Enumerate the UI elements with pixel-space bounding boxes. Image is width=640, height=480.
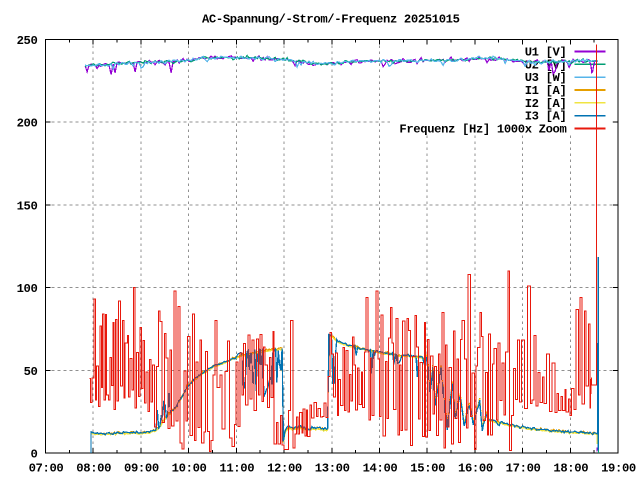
- svg-text:250: 250: [17, 34, 38, 48]
- svg-text:I1 [A]: I1 [A]: [525, 84, 567, 98]
- svg-text:U1 [V]: U1 [V]: [525, 46, 567, 60]
- svg-text:I3 [A]: I3 [A]: [525, 110, 567, 124]
- svg-text:13:00: 13:00: [315, 462, 350, 476]
- svg-text:15:00: 15:00: [410, 462, 445, 476]
- svg-text:08:00: 08:00: [76, 462, 111, 476]
- svg-text:18:00: 18:00: [553, 462, 588, 476]
- svg-text:AC-Spannung/-Strom/-Frequenz 2: AC-Spannung/-Strom/-Frequenz 20251015: [202, 13, 460, 27]
- svg-text:17:00: 17:00: [506, 462, 541, 476]
- svg-text:U3 [W]: U3 [W]: [525, 71, 567, 85]
- svg-text:12:00: 12:00: [267, 462, 302, 476]
- svg-text:Frequenz [Hz] 1000x Zoom: Frequenz [Hz] 1000x Zoom: [399, 123, 566, 137]
- svg-text:150: 150: [17, 199, 38, 213]
- svg-text:11:00: 11:00: [219, 462, 254, 476]
- svg-text:07:00: 07:00: [29, 462, 64, 476]
- svg-text:19:00: 19:00: [601, 462, 636, 476]
- svg-text:10:00: 10:00: [172, 462, 207, 476]
- svg-text:09:00: 09:00: [124, 462, 159, 476]
- svg-text:50: 50: [24, 365, 38, 379]
- svg-text:200: 200: [17, 117, 38, 131]
- svg-text:0: 0: [31, 448, 38, 462]
- svg-text:14:00: 14:00: [363, 462, 398, 476]
- svg-text:100: 100: [17, 282, 38, 296]
- svg-text:16:00: 16:00: [458, 462, 493, 476]
- svg-text:I2 [A]: I2 [A]: [525, 97, 567, 111]
